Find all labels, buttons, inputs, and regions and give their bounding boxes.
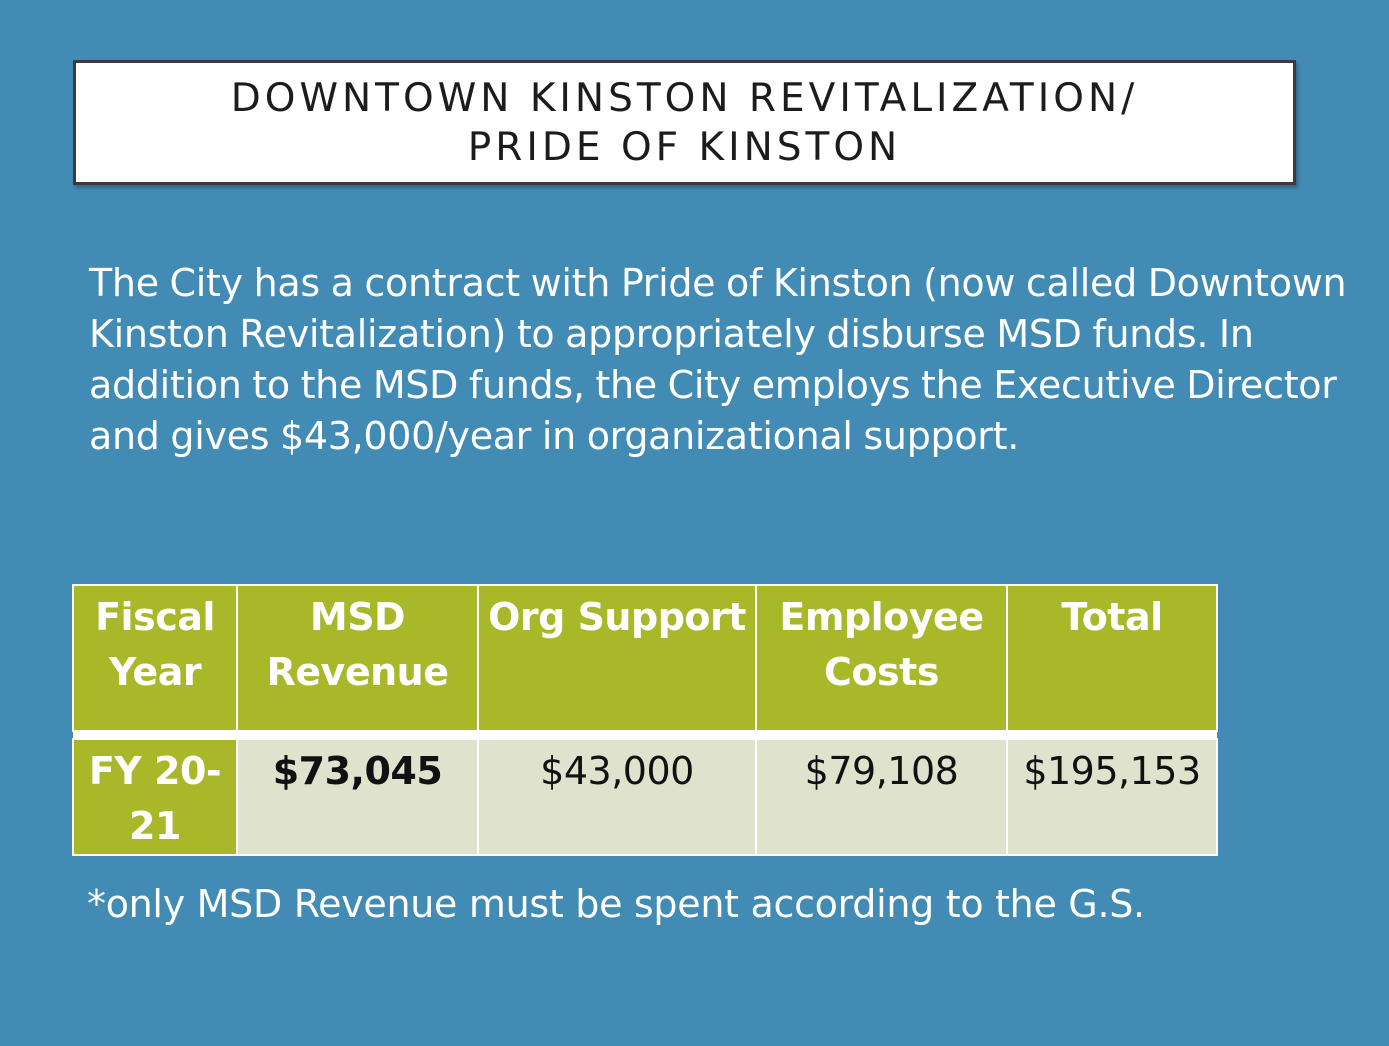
cell-msd-revenue: $73,045 <box>236 738 479 856</box>
body-paragraph: The City has a contract with Pride of Ki… <box>89 261 1347 458</box>
footnote: *only MSD Revenue must be spent accordin… <box>87 882 1145 926</box>
header-msd-revenue: MSD Revenue <box>236 584 479 732</box>
slide-title-line-1: DOWNTOWN KINSTON REVITALIZATION/ <box>230 75 1139 121</box>
cell-org-support: $43,000 <box>477 738 757 856</box>
header-total: Total <box>1006 584 1218 732</box>
table-separator <box>73 731 1217 739</box>
slide-title-line-2: PRIDE OF KINSTON <box>467 124 902 170</box>
header-org-support: Org Support <box>477 584 757 732</box>
slide-title-box: DOWNTOWN KINSTON REVITALIZATION/ PRIDE O… <box>73 60 1296 185</box>
cell-total: $195,153 <box>1006 738 1218 856</box>
table-header-row: Fiscal Year MSD Revenue Org Support Empl… <box>72 584 1218 732</box>
cell-employee-costs: $79,108 <box>755 738 1008 856</box>
separator-cell <box>73 731 1217 739</box>
cell-fiscal-year: FY 20-21 <box>72 738 238 856</box>
header-employee-costs: Employee Costs <box>755 584 1008 732</box>
funding-table: Fiscal Year MSD Revenue Org Support Empl… <box>72 584 1218 856</box>
header-fiscal-year: Fiscal Year <box>72 584 238 732</box>
table-row: FY 20-21 $73,045 $43,000 $79,108 $195,15… <box>72 738 1218 856</box>
